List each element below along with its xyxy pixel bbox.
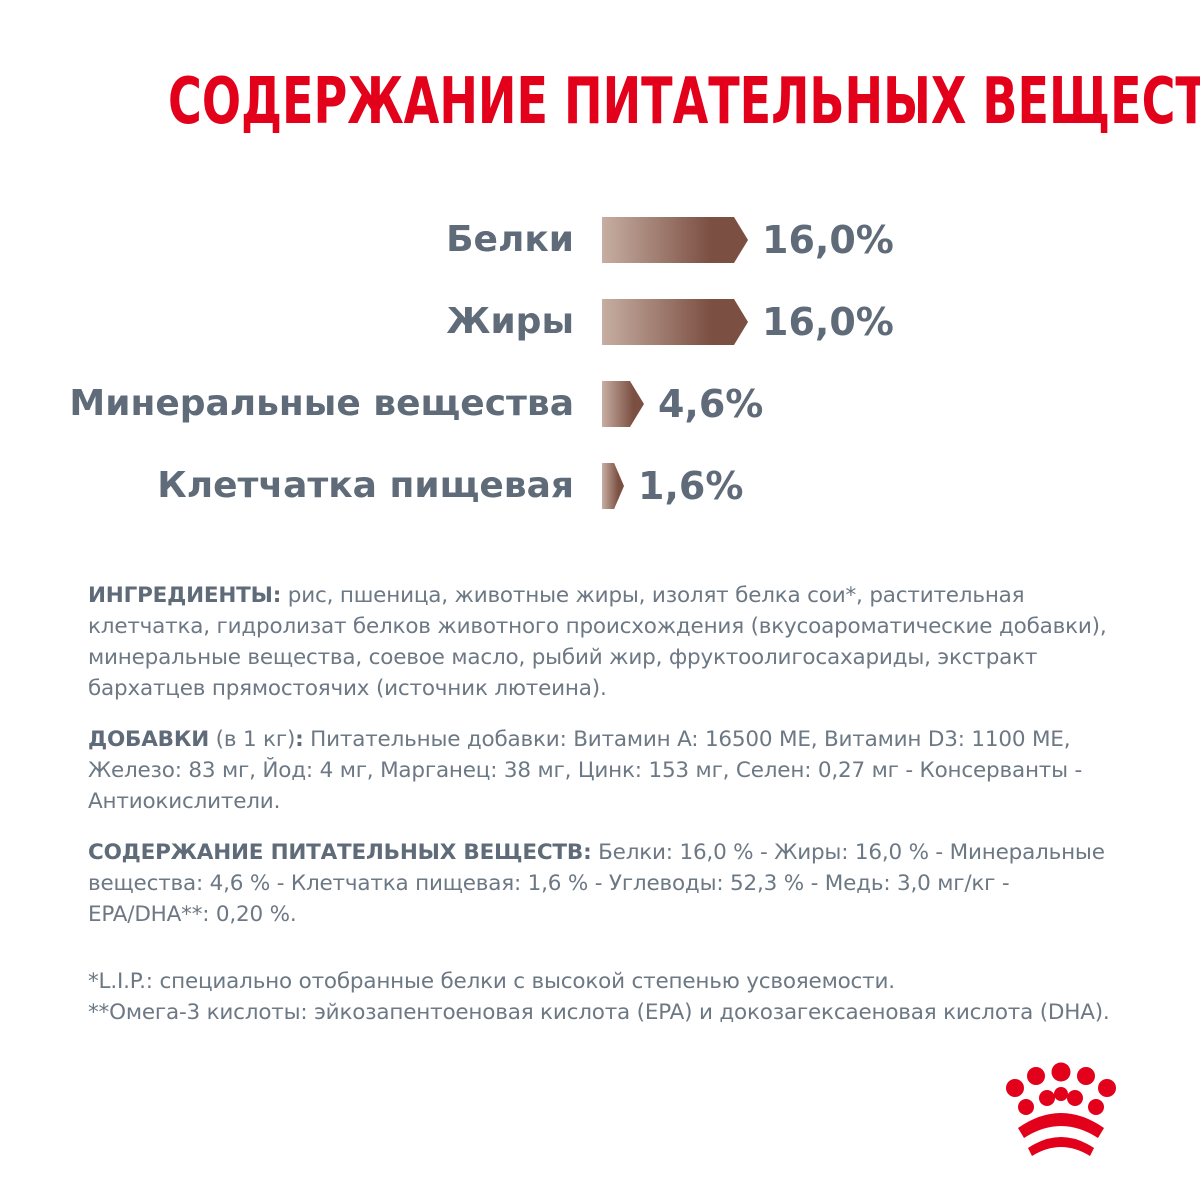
- bar-2: [602, 381, 644, 427]
- additives-unit: (в 1 кг): [209, 727, 296, 752]
- footnote-omega: **Омега-3 кислоты: эйкозапентоеновая кис…: [88, 1000, 1110, 1025]
- category-label: Минеральные вещества: [69, 383, 574, 424]
- bar-1: [602, 299, 748, 345]
- category-label: Белки: [446, 219, 574, 260]
- category-label: Клетчатка пищевая: [157, 465, 574, 506]
- nutrients-label: СОДЕРЖАНИЕ ПИТАТЕЛЬНЫХ ВЕЩЕСТВ:: [88, 840, 592, 865]
- ingredients-text: рис, пшеница, животные жиры, изолят белк…: [88, 583, 1107, 701]
- ingredients-label: ИНГРЕДИЕНТЫ:: [88, 583, 282, 608]
- category-label: Жиры: [446, 301, 574, 342]
- additives-paragraph: ДОБАВКИ (в 1 кг): Питательные добавки: В…: [88, 724, 1128, 817]
- nutrients-text: Белки: 16,0 % - Жиры: 16,0 % - Минеральн…: [88, 840, 1105, 927]
- bar-0: [602, 217, 748, 263]
- value-label: 4,6%: [657, 382, 764, 426]
- footnote-lip: *L.I.P.: специально отобранные белки с в…: [88, 969, 895, 994]
- footnotes: *L.I.P.: специально отобранные белки с в…: [88, 966, 1128, 1028]
- nutrient-bar-chart: Белки 16,0% Жиры 16,0% Минеральные вещества 4…: [0, 200, 1200, 530]
- additives-text: Питательные добавки: Витамин A: 16500 МЕ…: [88, 727, 1083, 814]
- ingredients-paragraph: ИНГРЕДИЕНТЫ: рис, пшеница, животные жиры…: [88, 580, 1128, 704]
- additives-label: ДОБАВКИ: [88, 727, 210, 752]
- bars-svg: [602, 217, 748, 509]
- royal-canin-crown-icon: [1006, 1062, 1116, 1156]
- bar-3: [602, 463, 624, 509]
- value-label: 16,0%: [762, 300, 894, 344]
- nutrients-paragraph: СОДЕРЖАНИЕ ПИТАТЕЛЬНЫХ ВЕЩЕСТВ: Белки: 1…: [88, 837, 1128, 930]
- value-label: 16,0%: [762, 218, 894, 262]
- page-title: СОДЕРЖАНИЕ ПИТАТЕЛЬНЫХ ВЕЩЕСТВ: [167, 65, 1200, 139]
- value-label: 1,6%: [638, 464, 744, 508]
- additives-colon: :: [295, 727, 304, 752]
